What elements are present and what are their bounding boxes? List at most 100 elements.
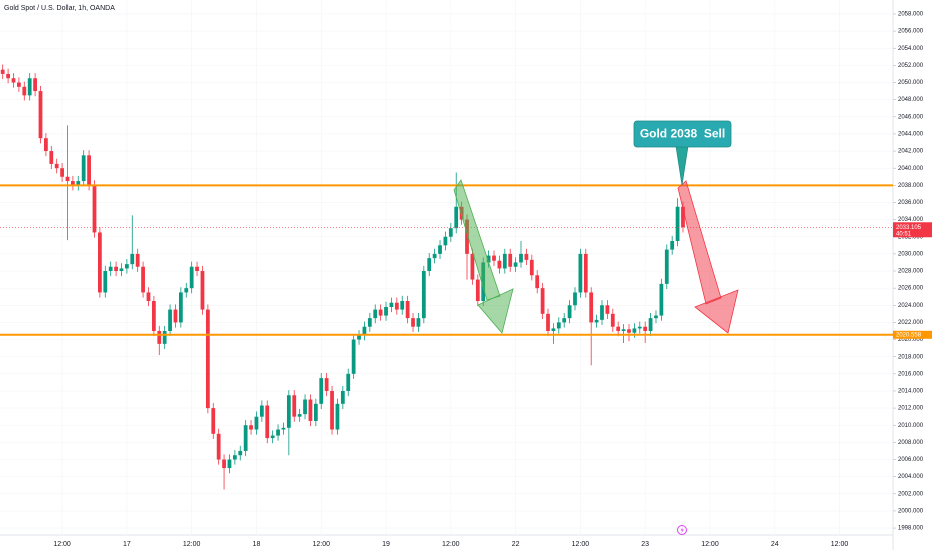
x-tick-label: 12:00 bbox=[442, 541, 460, 548]
candle-body bbox=[535, 275, 540, 289]
event-icon-bolt bbox=[680, 527, 684, 534]
candle-body bbox=[200, 271, 205, 310]
y-tick-label: 2022.000 bbox=[898, 320, 924, 326]
y-tick-label: 2006.000 bbox=[898, 457, 924, 463]
x-tick-label: 18 bbox=[253, 541, 261, 548]
candle-body bbox=[254, 416, 259, 430]
candle-body bbox=[632, 328, 637, 333]
candle-body bbox=[508, 253, 513, 267]
y-tick-label: 2044.000 bbox=[898, 131, 924, 137]
y-tick-label: 2056.000 bbox=[898, 29, 924, 35]
x-tick-label: 22 bbox=[512, 541, 520, 548]
y-tick-label: 2034.000 bbox=[898, 217, 924, 223]
candle-body bbox=[524, 253, 529, 260]
level-axis-box bbox=[893, 330, 932, 339]
candle-body bbox=[49, 151, 54, 164]
candle-body bbox=[562, 318, 567, 323]
candle-body bbox=[195, 266, 199, 272]
y-tick-label: 1998.000 bbox=[898, 526, 924, 532]
candle-body bbox=[621, 329, 626, 331]
level-axis-label: 2020.558 bbox=[896, 332, 922, 338]
candle-body bbox=[357, 335, 361, 340]
y-tick-label: 2024.000 bbox=[898, 303, 924, 309]
candle-body bbox=[17, 82, 21, 87]
y-tick-label: 2018.000 bbox=[898, 354, 924, 360]
candle-body bbox=[551, 328, 556, 331]
candle-body bbox=[616, 326, 621, 331]
candle-body bbox=[146, 292, 151, 302]
candle-body bbox=[540, 288, 545, 314]
candle-body bbox=[675, 206, 680, 242]
candle-body bbox=[259, 405, 264, 417]
candle-body bbox=[157, 330, 162, 344]
red-arrow-head bbox=[694, 289, 739, 334]
candle-body bbox=[573, 292, 577, 306]
y-tick-label: 2004.000 bbox=[898, 474, 924, 480]
y-tick-label: 2026.000 bbox=[898, 286, 924, 292]
callout-box bbox=[633, 120, 732, 148]
candle-body bbox=[519, 253, 523, 263]
candle-body bbox=[297, 414, 302, 417]
event-icon[interactable] bbox=[677, 525, 687, 535]
candle-body bbox=[232, 455, 237, 460]
candle-body bbox=[162, 330, 167, 344]
candle-body bbox=[654, 315, 658, 319]
x-tick-label: 24 bbox=[771, 541, 779, 548]
candle-body bbox=[243, 425, 248, 451]
y-tick-label: 2038.000 bbox=[898, 183, 924, 189]
y-tick-label: 2010.000 bbox=[898, 423, 924, 429]
candle-body bbox=[303, 399, 307, 415]
candle-body bbox=[119, 268, 124, 272]
candle-body bbox=[54, 163, 59, 169]
candle-body bbox=[594, 319, 599, 323]
candle-body bbox=[384, 306, 388, 316]
x-tick-label: 12:00 bbox=[701, 541, 719, 548]
candle-body bbox=[184, 288, 189, 293]
candle-body bbox=[97, 232, 102, 293]
candle-body bbox=[438, 245, 442, 254]
candle-body bbox=[529, 259, 534, 276]
y-tick-label: 2040.000 bbox=[898, 166, 924, 172]
y-tick-label: 2030.000 bbox=[898, 251, 924, 257]
candle-body bbox=[249, 425, 253, 430]
candle-body bbox=[70, 181, 75, 186]
x-tick-label: 12:00 bbox=[831, 541, 849, 548]
y-tick-label: 2036.000 bbox=[898, 200, 924, 206]
green-arrow-head bbox=[477, 288, 514, 334]
candle-body bbox=[6, 73, 10, 79]
candle-body bbox=[114, 266, 118, 272]
candle-body bbox=[367, 318, 372, 327]
candle-body bbox=[427, 258, 432, 272]
candle-body bbox=[319, 378, 324, 404]
candle-body bbox=[308, 399, 313, 421]
y-tick-label: 2002.000 bbox=[898, 491, 924, 497]
candle-body bbox=[292, 395, 297, 417]
candle-body bbox=[567, 305, 572, 319]
candle-body bbox=[205, 309, 210, 409]
candle-body bbox=[286, 395, 291, 428]
candle-body bbox=[281, 427, 286, 430]
candle-body bbox=[411, 318, 415, 327]
candle-body bbox=[227, 459, 232, 469]
candle-body bbox=[659, 283, 664, 316]
y-tick-label: 2012.000 bbox=[898, 406, 924, 412]
y-tick-label: 2028.000 bbox=[898, 269, 924, 275]
candle-body bbox=[33, 78, 37, 92]
candle-body bbox=[637, 326, 642, 329]
candle-body bbox=[103, 271, 108, 293]
candle-body bbox=[648, 318, 653, 331]
candle-body bbox=[346, 373, 351, 391]
candle-body bbox=[492, 255, 496, 261]
candle-body bbox=[589, 292, 594, 323]
candle-body bbox=[546, 313, 550, 331]
candle-body bbox=[330, 390, 334, 430]
last-price-box bbox=[893, 222, 932, 238]
y-tick-label: 2058.000 bbox=[898, 12, 924, 18]
candle-body bbox=[238, 450, 243, 456]
candle-body bbox=[405, 301, 410, 319]
y-tick-label: 2032.000 bbox=[898, 234, 924, 240]
candle-body bbox=[340, 390, 345, 404]
candle-body bbox=[605, 305, 610, 314]
